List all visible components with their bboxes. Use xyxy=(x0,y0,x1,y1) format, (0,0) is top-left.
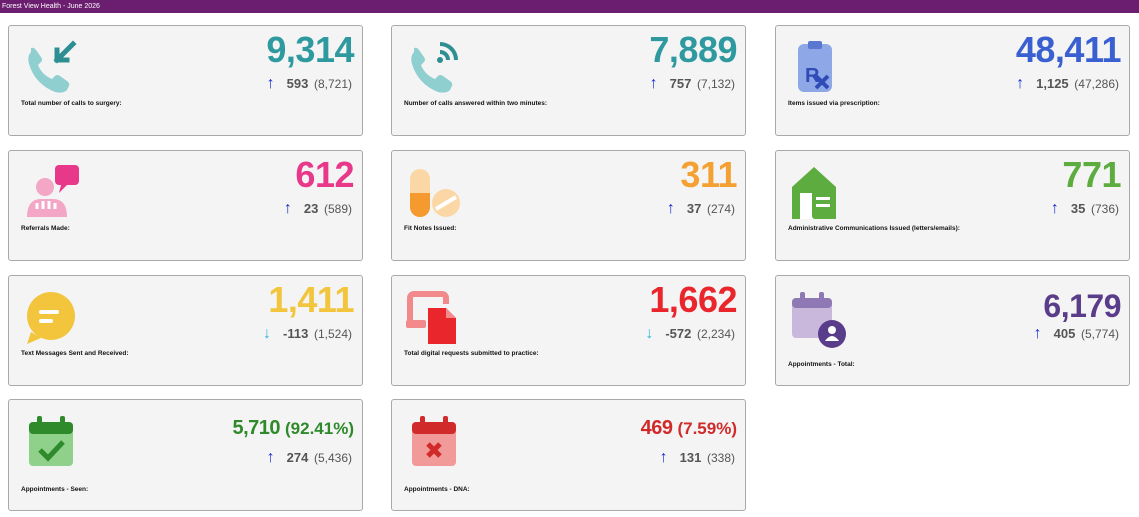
calendar-cross-icon xyxy=(412,416,456,466)
kpi-label: Appointments - Total: xyxy=(788,361,855,368)
arrow-up-icon: ↑ xyxy=(649,75,658,92)
referral-people-icon xyxy=(27,165,79,217)
kpi-card-calls-to-surgery: 9,314 ↑ 593 (8,721) Total number of calls… xyxy=(8,25,363,136)
kpi-value: 6,179 xyxy=(1043,288,1121,324)
kpi-label: Number of calls answered within two minu… xyxy=(404,100,548,107)
kpi-value: 469 (7.59%) xyxy=(640,417,737,439)
kpi-change: ↑ 274 (5,436) xyxy=(266,449,352,466)
kpi-card-referrals: 612 ↑ 23 (589) Referrals Made: xyxy=(8,150,363,261)
kpi-label: Referrals Made: xyxy=(21,225,70,232)
kpi-change: ↑ 1,125 (47,286) xyxy=(1016,75,1119,92)
kpi-label: Total number of calls to surgery: xyxy=(21,100,122,107)
kpi-change: ↓ -572 (2,234) xyxy=(645,325,735,342)
kpi-percentage: (92.41%) xyxy=(285,419,354,438)
kpi-value: 311 xyxy=(680,154,737,195)
kpi-label: Total digital requests submitted to prac… xyxy=(404,350,539,357)
kpi-card-digital-requests: 1,662 ↓ -572 (2,234) Total digital reques… xyxy=(391,275,746,386)
kpi-change: ↓ -113 (1,524) xyxy=(263,325,352,342)
kpi-label: Appointments - DNA: xyxy=(404,486,470,493)
arrow-down-icon: ↓ xyxy=(263,325,272,342)
svg-text:R: R xyxy=(805,65,820,87)
arrow-up-icon: ↑ xyxy=(266,449,275,466)
kpi-value: 5,710 (92.41%) xyxy=(232,417,354,439)
kpi-card-appointments-dna: 469 (7.59%) ↑ 131 (338) Appointments - DNA… xyxy=(391,399,746,511)
prescription-icon: R xyxy=(798,41,832,92)
arrow-up-icon: ↑ xyxy=(1016,75,1025,92)
kpi-card-admin-comms: 771 ↑ 35 (736) Administrative Communicati… xyxy=(775,150,1130,261)
arrow-up-icon: ↑ xyxy=(666,200,675,217)
kpi-value: 612 xyxy=(295,154,354,195)
digital-request-icon xyxy=(406,291,456,344)
phone-incoming-icon xyxy=(28,40,77,93)
kpi-change: ↑ 757 (7,132) xyxy=(649,75,735,92)
kpi-card-prescriptions: R 48,411 ↑ 1,125 (47,286) Items issued vi… xyxy=(775,25,1130,136)
kpi-change: ↑ 35 (736) xyxy=(1050,200,1119,217)
kpi-change: ↑ 405 (5,774) xyxy=(1033,325,1119,342)
arrow-down-icon: ↓ xyxy=(645,325,654,342)
kpi-card-calls-answered: 7,889 ↑ 757 (7,132) Number of calls answe… xyxy=(391,25,746,136)
kpi-card-appointments-total: 6,179 ↑ 405 (5,774) Appointments - Total: xyxy=(775,275,1130,386)
kpi-card-text-messages: 1,411 ↓ -113 (1,524) Text Messages Sent a… xyxy=(8,275,363,386)
kpi-percentage: (7.59%) xyxy=(677,419,737,438)
report-title: Forest View Health - June 2026 xyxy=(0,0,1139,13)
kpi-card-appointments-seen: 5,710 (92.41%) ↑ 274 (5,436) Appointments … xyxy=(8,399,363,511)
kpi-label: Administrative Communications Issued (le… xyxy=(788,225,960,232)
chat-bubble-icon xyxy=(27,292,75,344)
kpi-label: Items issued via prescription: xyxy=(788,100,880,107)
arrow-up-icon: ↑ xyxy=(1050,200,1059,217)
kpi-value: 7,889 xyxy=(649,29,737,70)
kpi-change: ↑ 37 (274) xyxy=(666,200,735,217)
kpi-change: ↑ 131 (338) xyxy=(659,449,735,466)
kpi-label: Fit Notes Issued: xyxy=(404,225,457,232)
kpi-card-fit-notes: 311 ↑ 37 (274) Fit Notes Issued: xyxy=(391,150,746,261)
kpi-label: Appointments - Seen: xyxy=(21,486,89,493)
kpi-value: 48,411 xyxy=(1015,29,1122,70)
pills-icon xyxy=(410,169,460,217)
kpi-change: ↑ 593 (8,721) xyxy=(266,75,352,92)
arrow-up-icon: ↑ xyxy=(659,449,668,466)
arrow-up-icon: ↑ xyxy=(283,200,292,217)
calendar-check-icon xyxy=(29,416,73,466)
arrow-up-icon: ↑ xyxy=(266,75,275,92)
kpi-value: 1,411 xyxy=(268,279,354,320)
mail-house-icon xyxy=(792,167,836,219)
kpi-value: 9,314 xyxy=(266,29,354,70)
kpi-change: ↑ 23 (589) xyxy=(283,200,352,217)
kpi-label: Text Messages Sent and Received: xyxy=(21,350,129,357)
arrow-up-icon: ↑ xyxy=(1033,325,1042,342)
phone-ringing-icon xyxy=(411,42,458,93)
kpi-value: 1,662 xyxy=(649,279,737,320)
calendar-person-icon xyxy=(792,292,846,348)
kpi-value: 771 xyxy=(1062,154,1121,195)
